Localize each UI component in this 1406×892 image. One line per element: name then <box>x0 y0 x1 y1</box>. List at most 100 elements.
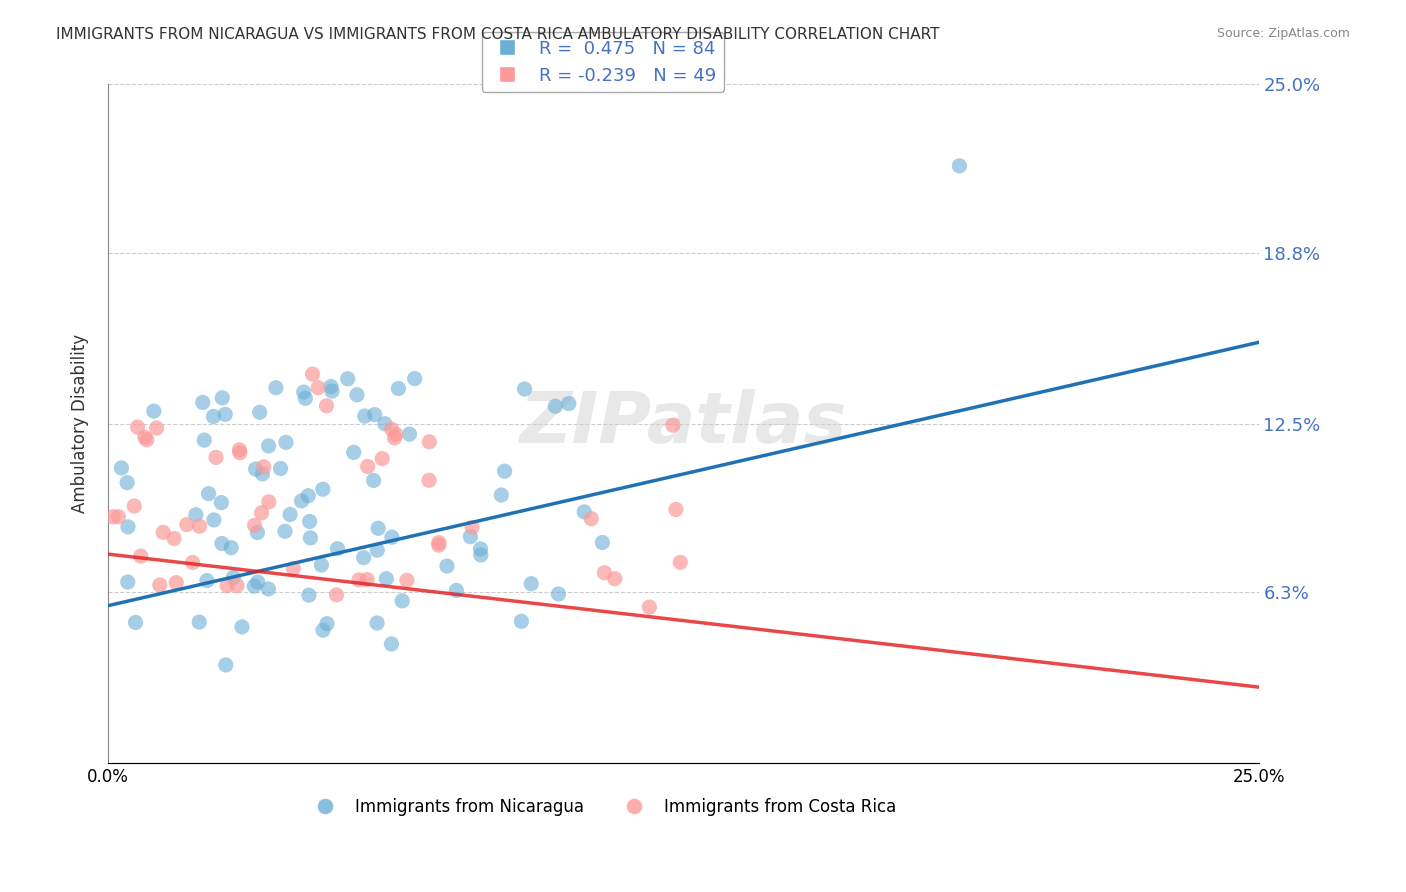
Point <box>591 535 613 549</box>
Point <box>418 473 440 487</box>
Point <box>122 499 145 513</box>
Point <box>184 508 207 522</box>
Point <box>270 461 292 475</box>
Point <box>142 404 165 418</box>
Point <box>215 657 238 672</box>
Point <box>427 535 450 549</box>
Point <box>134 430 156 444</box>
Point <box>343 445 366 459</box>
Point <box>257 582 280 596</box>
Point <box>257 439 280 453</box>
Point <box>101 509 124 524</box>
Point <box>427 538 450 552</box>
Point <box>246 525 269 540</box>
Point <box>387 382 409 396</box>
Point <box>188 519 211 533</box>
Y-axis label: Ambulatory Disability: Ambulatory Disability <box>72 334 89 514</box>
Point <box>312 623 335 637</box>
Point <box>264 381 287 395</box>
Point <box>321 384 343 398</box>
Point <box>319 379 342 393</box>
Point <box>544 399 567 413</box>
Point <box>124 615 146 630</box>
Point <box>127 420 149 434</box>
Point <box>250 506 273 520</box>
Point <box>217 578 239 592</box>
Point <box>398 427 420 442</box>
Point <box>520 576 543 591</box>
Point <box>491 488 513 502</box>
Point <box>294 392 316 406</box>
Point <box>229 446 252 460</box>
Point <box>249 405 271 419</box>
Point <box>603 572 626 586</box>
Point <box>1063 63 1085 78</box>
Point <box>245 462 267 476</box>
Point <box>460 530 482 544</box>
Point <box>243 518 266 533</box>
Point <box>513 382 536 396</box>
Point <box>290 494 312 508</box>
Point <box>292 385 315 400</box>
Point <box>316 616 339 631</box>
Point <box>202 409 225 424</box>
Point <box>211 536 233 550</box>
Point <box>176 517 198 532</box>
Point <box>135 433 157 447</box>
Point <box>228 442 250 457</box>
Point <box>510 615 533 629</box>
Point <box>222 570 245 584</box>
Text: IMMIGRANTS FROM NICARAGUA VS IMMIGRANTS FROM COSTA RICA AMBULATORY DISABILITY CO: IMMIGRANTS FROM NICARAGUA VS IMMIGRANTS … <box>56 27 939 42</box>
Point <box>115 475 138 490</box>
Point <box>205 450 228 465</box>
Point <box>395 574 418 588</box>
Point <box>253 459 276 474</box>
Point <box>381 530 404 544</box>
Point <box>353 409 375 423</box>
Point <box>219 541 242 555</box>
Point <box>312 482 335 496</box>
Point <box>129 549 152 564</box>
Point <box>246 574 269 589</box>
Point <box>149 578 172 592</box>
Point <box>117 520 139 534</box>
Point <box>363 408 385 422</box>
Point <box>366 615 388 630</box>
Point <box>385 427 408 442</box>
Point <box>665 502 688 516</box>
Point <box>243 579 266 593</box>
Point <box>181 556 204 570</box>
Point <box>381 422 404 436</box>
Point <box>367 521 389 535</box>
Point <box>152 525 174 540</box>
Point <box>301 367 323 381</box>
Point <box>547 587 569 601</box>
Point <box>353 550 375 565</box>
Point <box>638 600 661 615</box>
Point <box>197 486 219 500</box>
Point <box>391 594 413 608</box>
Point <box>191 395 214 409</box>
Point <box>380 637 402 651</box>
Point <box>326 541 349 556</box>
Point <box>384 431 406 445</box>
Point <box>446 583 468 598</box>
Point <box>669 555 692 569</box>
Point <box>374 417 396 431</box>
Point <box>163 532 186 546</box>
Point <box>336 372 359 386</box>
Point <box>214 408 236 422</box>
Point <box>470 541 492 556</box>
Point <box>195 574 218 588</box>
Point <box>418 434 440 449</box>
Point <box>593 566 616 580</box>
Legend: Immigrants from Nicaragua, Immigrants from Costa Rica: Immigrants from Nicaragua, Immigrants fr… <box>302 791 904 822</box>
Point <box>347 573 370 587</box>
Point <box>283 561 305 575</box>
Point <box>558 396 581 410</box>
Point <box>298 515 321 529</box>
Point <box>461 520 484 534</box>
Point <box>375 572 398 586</box>
Point <box>188 615 211 629</box>
Point <box>315 399 337 413</box>
